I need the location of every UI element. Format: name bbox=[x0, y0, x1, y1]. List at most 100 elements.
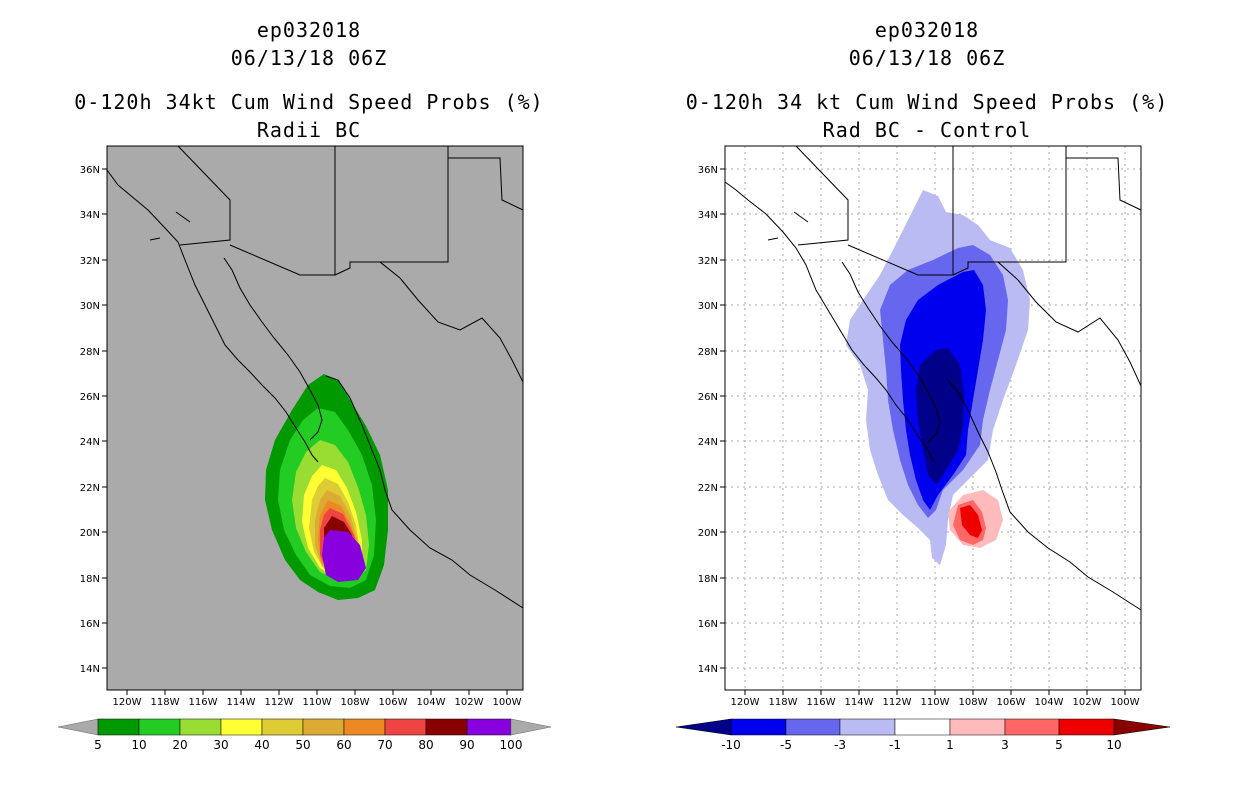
lat-axis: 36N 34N 32N 30N 28N 26N 24N 22N 20N 18N … bbox=[80, 165, 107, 675]
lon-label: 114W bbox=[845, 697, 874, 708]
lat-tick: 26N bbox=[698, 392, 725, 403]
lon-tick: 100W bbox=[493, 690, 522, 708]
colorbar-box bbox=[894, 718, 951, 736]
lat-tick: 20N bbox=[698, 528, 725, 539]
plot-title: 0-120h 34kt Cum Wind Speed Probs (%) bbox=[74, 90, 544, 114]
colorbar-box bbox=[1058, 718, 1115, 736]
lon-label: 118W bbox=[769, 697, 798, 708]
lon-tick: 116W bbox=[807, 690, 836, 708]
lat-label: 36N bbox=[698, 165, 718, 176]
lat-label: 26N bbox=[698, 392, 718, 403]
difference-contours bbox=[846, 190, 1030, 565]
colorbar-end-low bbox=[675, 718, 732, 736]
lon-label: 108W bbox=[341, 697, 370, 708]
lat-label: 24N bbox=[698, 437, 718, 448]
lon-label: 104W bbox=[417, 697, 446, 708]
difference-map: 36N 34N 32N 30N 28N 26N 24N 22N 20N 18N … bbox=[675, 145, 1171, 752]
lon-label: 106W bbox=[379, 697, 408, 708]
colorbar-label: 10 bbox=[1106, 738, 1121, 752]
colorbar-label: 1 bbox=[946, 738, 954, 752]
lon-tick: 120W bbox=[113, 690, 142, 708]
lon-tick: 114W bbox=[227, 690, 256, 708]
lat-label: 16N bbox=[698, 619, 718, 630]
lon-label: 120W bbox=[113, 697, 142, 708]
political-borders bbox=[795, 145, 1142, 276]
colorbar-box bbox=[179, 718, 222, 736]
lat-label: 20N bbox=[698, 528, 718, 539]
lon-tick: 112W bbox=[265, 690, 294, 708]
lat-label: 26N bbox=[80, 392, 100, 403]
lon-axis: 120W 118W 116W 114W 112W 110W 108W 106W … bbox=[731, 690, 1140, 708]
colorbar-box bbox=[138, 718, 181, 736]
colorbar-box bbox=[384, 718, 427, 736]
lon-tick: 108W bbox=[959, 690, 988, 708]
lat-label: 30N bbox=[80, 301, 100, 312]
lat-label: 36N bbox=[80, 165, 100, 176]
lon-tick: 110W bbox=[921, 690, 950, 708]
lon-label: 102W bbox=[1073, 697, 1102, 708]
lat-tick: 36N bbox=[80, 165, 107, 176]
lat-tick: 28N bbox=[698, 347, 725, 358]
lon-label: 100W bbox=[1111, 697, 1140, 708]
contour-pos-5 bbox=[960, 505, 982, 538]
colorbar-box bbox=[839, 718, 896, 736]
lon-tick: 106W bbox=[997, 690, 1026, 708]
lat-tick: 36N bbox=[698, 165, 725, 176]
lon-tick: 112W bbox=[883, 690, 912, 708]
colorbar-label: 30 bbox=[213, 738, 228, 752]
colorbar-label: 100 bbox=[500, 738, 523, 752]
lat-tick: 16N bbox=[698, 619, 725, 630]
lat-tick: 24N bbox=[80, 437, 107, 448]
colorbar-box bbox=[730, 718, 787, 736]
lon-label: 100W bbox=[493, 697, 522, 708]
lon-tick: 118W bbox=[769, 690, 798, 708]
contour-90 bbox=[322, 530, 366, 582]
lat-label: 18N bbox=[698, 574, 718, 585]
lon-label: 116W bbox=[189, 697, 218, 708]
lat-label: 34N bbox=[80, 210, 100, 221]
plot-title: 0-120h 34 kt Cum Wind Speed Probs (%) bbox=[685, 90, 1169, 114]
coastlines bbox=[724, 181, 1142, 611]
lon-tick: 102W bbox=[1073, 690, 1102, 708]
lat-label: 22N bbox=[698, 483, 718, 494]
colorbar-label: -5 bbox=[780, 738, 792, 752]
left-panel: ep032018 06/13/18 06Z 0-120h 34kt Cum Wi… bbox=[57, 18, 552, 752]
colorbar: -10 -5 -3 -1 1 3 5 10 bbox=[675, 718, 1171, 752]
lon-label: 106W bbox=[997, 697, 1026, 708]
lon-label: 120W bbox=[731, 697, 760, 708]
lat-label: 22N bbox=[80, 483, 100, 494]
lat-tick: 14N bbox=[80, 664, 107, 675]
plot-subtitle: Rad BC - Control bbox=[822, 118, 1032, 142]
lon-tick: 114W bbox=[845, 690, 874, 708]
right-panel: ep032018 06/13/18 06Z 0-120h 34 kt Cum W… bbox=[618, 0, 1236, 800]
lon-tick: 116W bbox=[189, 690, 218, 708]
colorbar-end-high bbox=[1113, 718, 1171, 736]
colorbar-label: 70 bbox=[377, 738, 392, 752]
colorbar-label: 3 bbox=[1001, 738, 1009, 752]
lon-label: 104W bbox=[1035, 697, 1064, 708]
colorbar-box bbox=[261, 718, 304, 736]
colorbar-label: -3 bbox=[834, 738, 846, 752]
colorbar-box bbox=[343, 718, 386, 736]
colorbar-label: 5 bbox=[94, 738, 102, 752]
lat-label: 14N bbox=[80, 664, 100, 675]
colorbar-label: 90 bbox=[459, 738, 474, 752]
colorbar-label: 40 bbox=[254, 738, 269, 752]
lat-tick: 24N bbox=[698, 437, 725, 448]
lon-label: 110W bbox=[921, 697, 950, 708]
lat-tick: 32N bbox=[698, 256, 725, 267]
lat-tick: 18N bbox=[698, 574, 725, 585]
lat-tick: 34N bbox=[698, 210, 725, 221]
lat-label: 28N bbox=[80, 347, 100, 358]
plot-subtitle: Radii BC bbox=[256, 118, 362, 142]
lat-tick: 28N bbox=[80, 347, 107, 358]
lon-tick: 106W bbox=[379, 690, 408, 708]
lat-label: 30N bbox=[698, 301, 718, 312]
lat-label: 34N bbox=[698, 210, 718, 221]
lat-tick: 34N bbox=[80, 210, 107, 221]
probability-map: 36N 34N 32N 30N 28N 26N 24N 22N 20N 18N … bbox=[57, 145, 552, 752]
colorbar-box bbox=[302, 718, 345, 736]
storm-id: ep032018 bbox=[256, 18, 362, 42]
datetime: 06/13/18 06Z bbox=[848, 46, 1006, 70]
lat-label: 16N bbox=[80, 619, 100, 630]
